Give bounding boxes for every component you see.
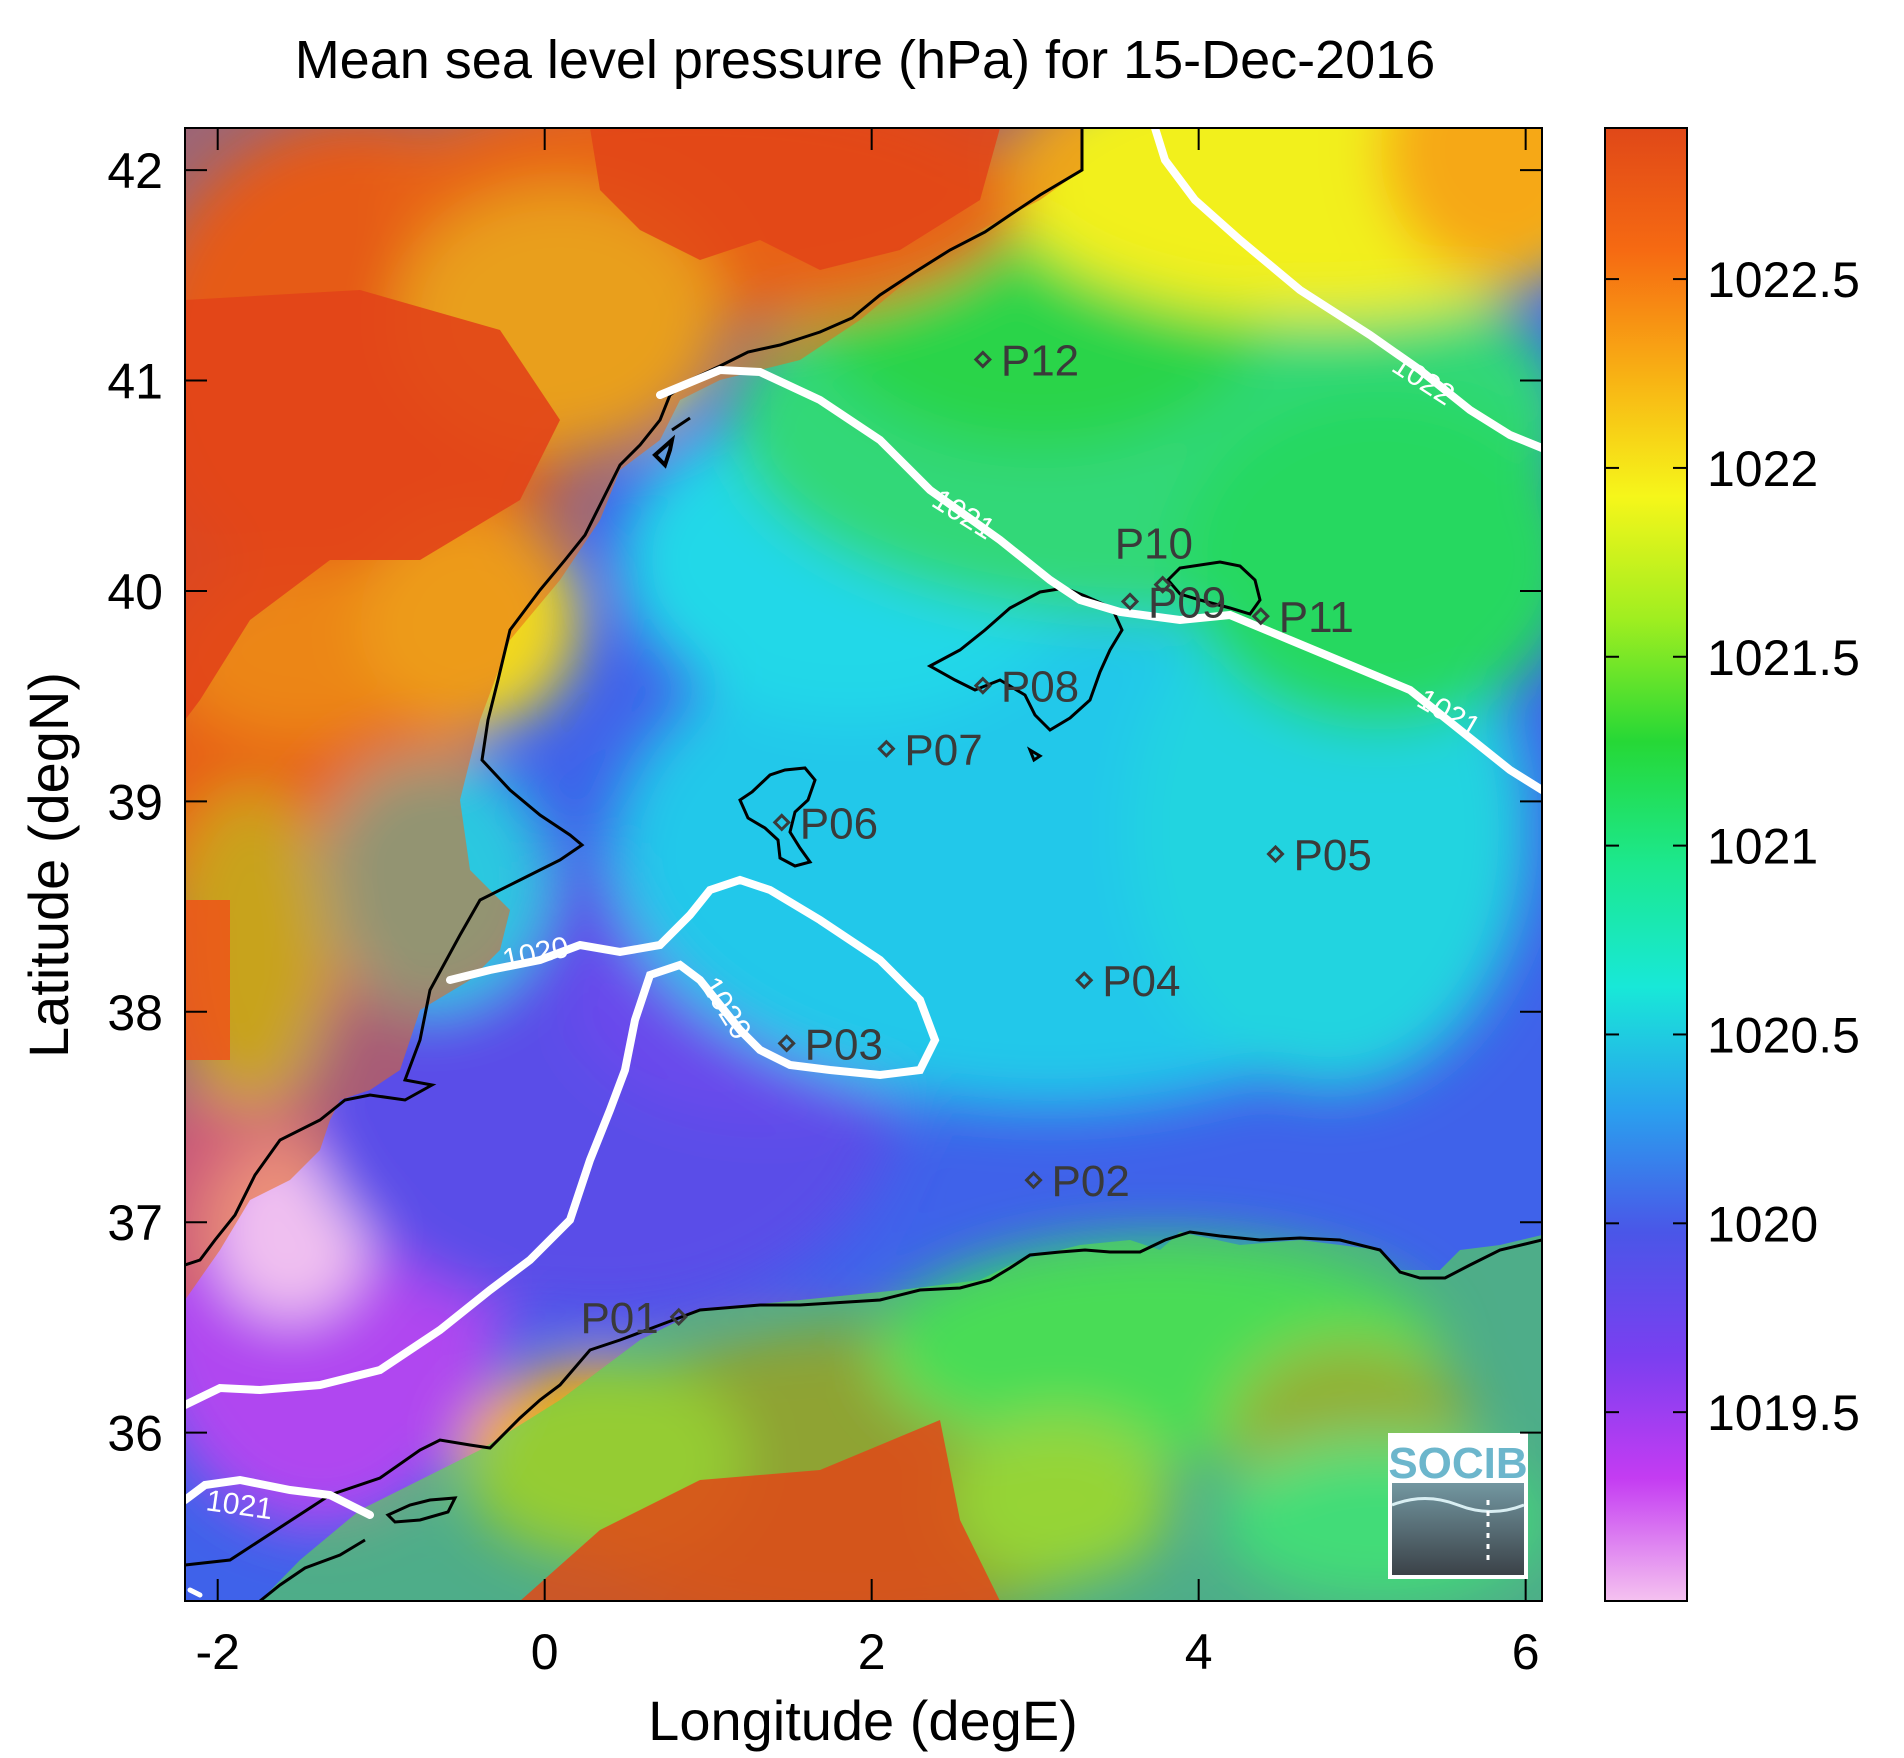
socib-logo: SOCIB xyxy=(1388,1433,1528,1579)
station-marker xyxy=(1075,971,1094,990)
x-tick-label: -2 xyxy=(195,1624,239,1680)
station-marker xyxy=(973,350,992,369)
station-p03: P03 xyxy=(777,1020,883,1069)
colorbar-tick-label: 1021 xyxy=(1707,819,1818,875)
y-tick-label: 42 xyxy=(107,143,163,199)
chart-title: Mean sea level pressure (hPa) for 15-Dec… xyxy=(295,30,1436,90)
iberia-land-inner xyxy=(185,290,560,720)
station-p02: P02 xyxy=(1024,1157,1130,1206)
station-label: P06 xyxy=(800,799,878,848)
colorbar-tick-label: 1020 xyxy=(1707,1196,1818,1252)
colorbar-tick-label: 1019.5 xyxy=(1707,1385,1860,1441)
station-markers: P01 P02 P03 P04 P05 P06 P07 P08 P09 P10 P11 P12 xyxy=(580,336,1371,1342)
station-p12: P12 xyxy=(973,336,1079,385)
station-marker xyxy=(1251,607,1270,626)
y-axis-ticks: 36 37 38 39 40 41 42 xyxy=(107,143,1542,1462)
station-marker xyxy=(669,1307,688,1327)
station-p04: P04 xyxy=(1075,957,1181,1006)
y-tick-label: 37 xyxy=(107,1195,163,1251)
station-p05: P05 xyxy=(1266,831,1372,880)
station-p10: P10 xyxy=(1115,520,1193,594)
socib-logo-text: SOCIB xyxy=(1388,1439,1527,1488)
map-frame xyxy=(184,127,1543,1602)
x-axis-label: Longitude (degE) xyxy=(648,1689,1078,1752)
station-marker xyxy=(973,676,992,695)
map-panel: 1022 1021 1021 1020 1020 1021 P01P02P03P… xyxy=(185,128,1542,1601)
contour-1020-outer xyxy=(185,875,940,1409)
y-tick-label: 39 xyxy=(107,774,163,830)
colorbar-tick-label: 1020.5 xyxy=(1707,1007,1860,1063)
station-marker xyxy=(1024,1171,1043,1190)
station-p07: P07 xyxy=(877,726,983,775)
colorbar-bar xyxy=(1604,127,1688,1602)
x-tick-label: 4 xyxy=(1185,1624,1213,1680)
station-label: P04 xyxy=(1102,957,1180,1006)
coastlines xyxy=(185,128,1542,1601)
africa-land xyxy=(260,1232,1542,1601)
station-marker xyxy=(1120,592,1140,611)
station-label: P12 xyxy=(1001,336,1079,385)
y-axis-label: Latitude (degN) xyxy=(17,672,80,1058)
station-label: P03 xyxy=(805,1020,883,1069)
station-label: P11 xyxy=(1279,593,1354,642)
x-tick-label: 2 xyxy=(858,1624,886,1680)
station-label: P08 xyxy=(1001,663,1079,712)
colorbar-tick-label: 1021.5 xyxy=(1707,630,1860,686)
colorbar-tick-label: 1022 xyxy=(1707,441,1818,497)
y-tick-label: 36 xyxy=(107,1406,163,1462)
station-label: P05 xyxy=(1294,831,1372,880)
contour-1021-north xyxy=(656,365,1542,794)
contours xyxy=(185,128,1542,1598)
colorbar: 1019.5 1020 1020.5 1021 1021.5 1022 1022.5 xyxy=(1604,127,1860,1602)
colorbar-ticks: 1019.5 1020 1020.5 1021 1021.5 1022 1022.5 xyxy=(1605,252,1860,1441)
station-p01: P01 xyxy=(580,1294,688,1343)
station-label: P09 xyxy=(1148,578,1226,627)
station-p06: P06 xyxy=(772,799,878,848)
x-axis-ticks: -2 0 2 4 6 xyxy=(195,128,1540,1680)
contour-1021-south xyxy=(185,1475,374,1519)
station-label: P01 xyxy=(580,1294,658,1343)
station-p09: P09 xyxy=(1120,578,1226,627)
station-label: P07 xyxy=(904,726,982,775)
y-tick-label: 38 xyxy=(107,985,163,1041)
x-tick-label: 6 xyxy=(1512,1624,1540,1680)
station-marker xyxy=(777,1034,796,1053)
x-tick-label: 0 xyxy=(531,1624,559,1680)
y-tick-label: 41 xyxy=(107,354,163,410)
station-p11: P11 xyxy=(1251,593,1354,642)
station-label: P02 xyxy=(1052,1157,1130,1206)
y-tick-label: 40 xyxy=(107,564,163,620)
station-marker xyxy=(1266,844,1285,864)
station-p08: P08 xyxy=(973,663,1079,712)
station-marker xyxy=(772,813,791,832)
station-label: P10 xyxy=(1115,520,1193,569)
contour-1022 xyxy=(1151,128,1542,452)
station-marker xyxy=(1153,575,1172,594)
colorbar-tick-label: 1022.5 xyxy=(1707,252,1860,308)
station-marker xyxy=(877,739,896,758)
